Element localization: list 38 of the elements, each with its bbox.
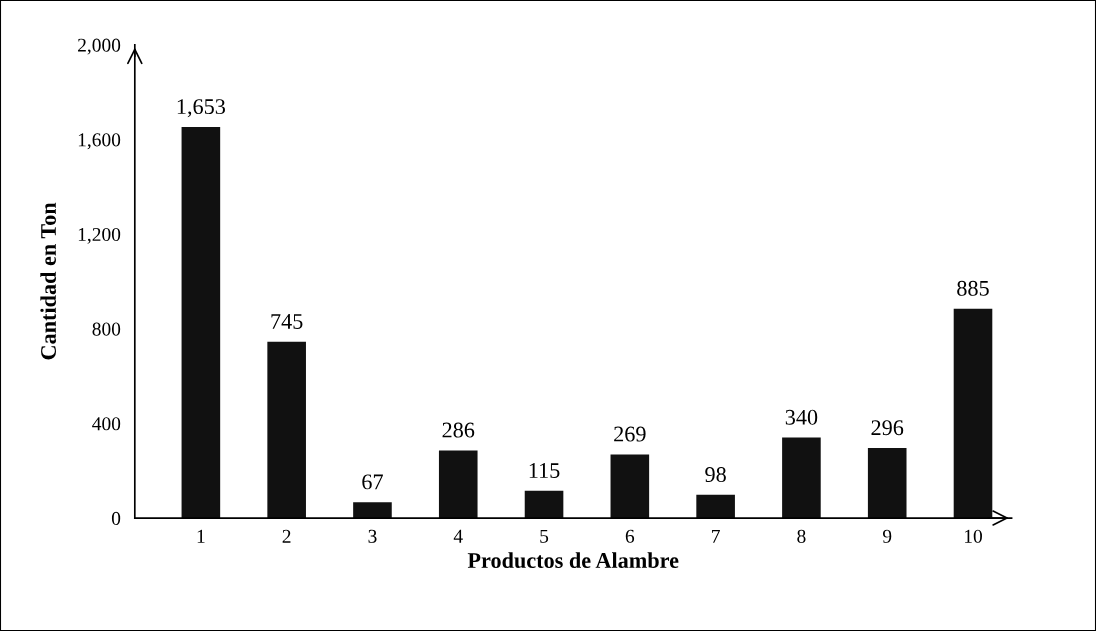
data-label: 67 bbox=[362, 474, 383, 490]
x-tick-label: 5 bbox=[540, 529, 549, 543]
y-tick-label: 800 bbox=[92, 322, 121, 336]
x-tick-label: 7 bbox=[712, 529, 720, 543]
data-label: 745 bbox=[271, 314, 303, 329]
data-label: 296 bbox=[871, 420, 904, 436]
data-label: 98 bbox=[705, 467, 726, 483]
x-tick-label: 3 bbox=[368, 529, 377, 543]
data-label: 115 bbox=[529, 463, 560, 478]
x-tick-label: 9 bbox=[882, 529, 892, 543]
bar bbox=[953, 308, 993, 519]
y-tick-label: 1,200 bbox=[78, 227, 121, 244]
bar bbox=[524, 490, 564, 519]
data-label: 1,653 bbox=[177, 99, 225, 118]
bar bbox=[867, 448, 907, 519]
data-label: 286 bbox=[442, 422, 475, 438]
data-label: 269 bbox=[614, 426, 646, 442]
bar bbox=[181, 126, 221, 519]
bar bbox=[696, 494, 735, 519]
bar bbox=[353, 502, 392, 519]
x-tick-label: 10 bbox=[964, 529, 982, 543]
x-tick-label: 4 bbox=[453, 529, 463, 543]
data-label: 340 bbox=[785, 409, 818, 425]
y-axis-title: Cantidad en Ton bbox=[40, 202, 56, 360]
y-tick-label: 2,000 bbox=[78, 38, 121, 55]
x-axis-title: Productos de Alambre bbox=[467, 552, 679, 569]
y-tick-label: 400 bbox=[92, 417, 121, 431]
y-tick-label: 1,600 bbox=[78, 133, 121, 150]
x-tick-label: 1 bbox=[197, 529, 205, 543]
bar bbox=[438, 450, 478, 519]
data-label: 885 bbox=[957, 280, 989, 296]
bar bbox=[782, 437, 821, 519]
x-tick-label: 8 bbox=[797, 529, 806, 543]
y-tick-label: 0 bbox=[111, 511, 121, 525]
bar bbox=[267, 341, 306, 519]
bar bbox=[610, 454, 650, 519]
x-tick-label: 6 bbox=[625, 529, 635, 543]
x-tick-label: 2 bbox=[282, 529, 291, 543]
